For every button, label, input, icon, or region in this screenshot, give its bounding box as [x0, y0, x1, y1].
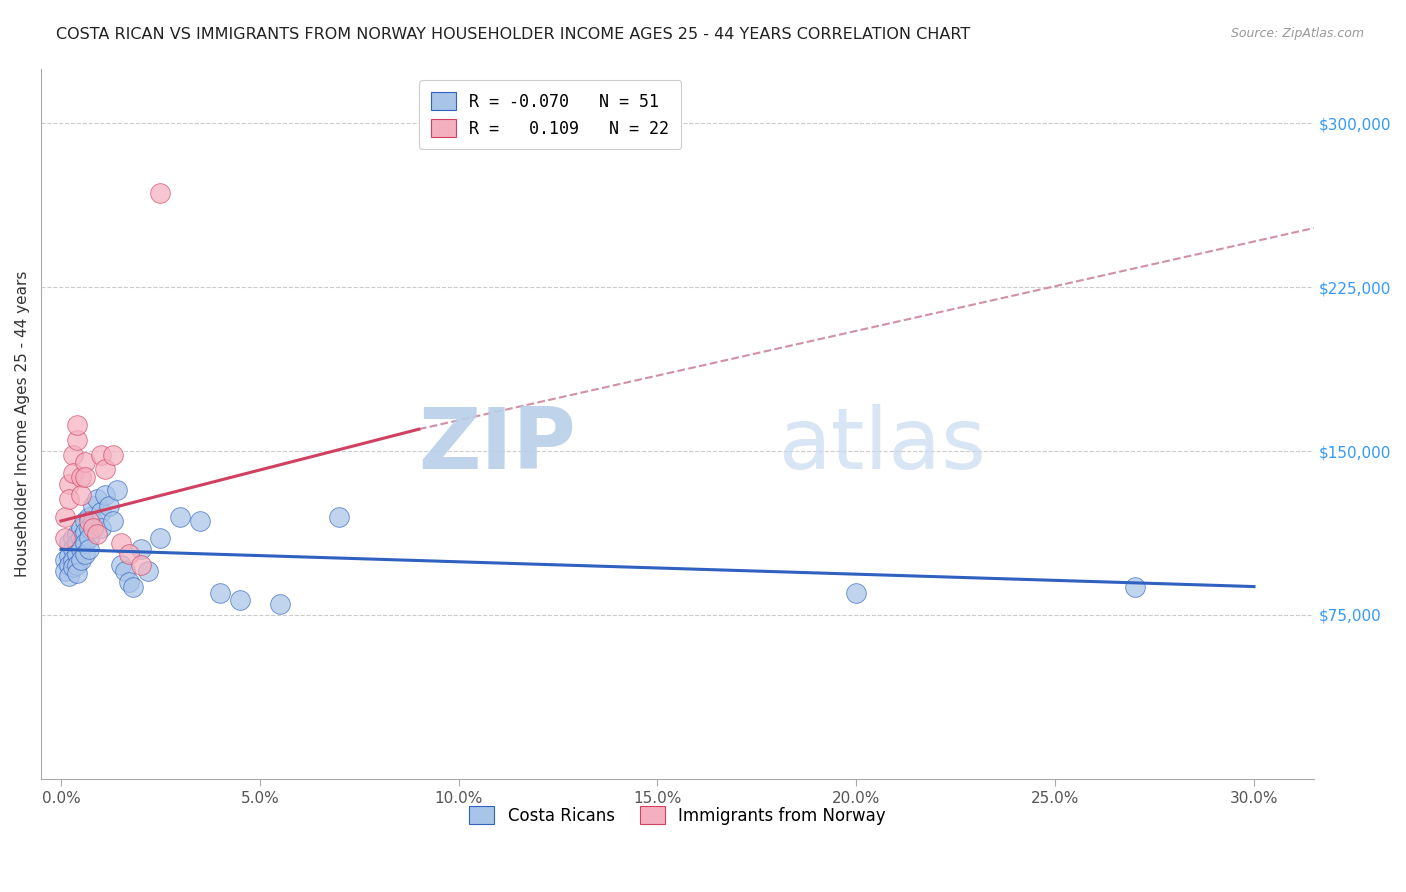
Point	[86, 527, 108, 541]
Point	[62, 560, 84, 574]
Point	[73, 470, 96, 484]
Point	[121, 580, 143, 594]
Point	[101, 514, 124, 528]
Point	[58, 549, 80, 563]
Point	[129, 558, 152, 572]
Point	[209, 586, 232, 600]
Point	[117, 575, 139, 590]
Text: COSTA RICAN VS IMMIGRANTS FROM NORWAY HOUSEHOLDER INCOME AGES 25 - 44 YEARS CORR: COSTA RICAN VS IMMIGRANTS FROM NORWAY HO…	[56, 27, 970, 42]
Point	[62, 466, 84, 480]
Point	[77, 532, 100, 546]
Point	[1123, 580, 1146, 594]
Point	[66, 417, 89, 432]
Point	[90, 520, 112, 534]
Point	[73, 536, 96, 550]
Point	[62, 553, 84, 567]
Point	[73, 514, 96, 528]
Point	[58, 476, 80, 491]
Legend: Costa Ricans, Immigrants from Norway: Costa Ricans, Immigrants from Norway	[460, 796, 896, 835]
Point	[101, 449, 124, 463]
Point	[169, 509, 191, 524]
Point	[229, 592, 252, 607]
Point	[82, 520, 104, 534]
Point	[845, 586, 868, 600]
Point	[62, 532, 84, 546]
Point	[73, 455, 96, 469]
Point	[70, 520, 93, 534]
Point	[58, 558, 80, 572]
Point	[53, 509, 76, 524]
Point	[53, 532, 76, 546]
Point	[77, 542, 100, 557]
Point	[73, 547, 96, 561]
Point	[66, 566, 89, 581]
Point	[97, 499, 120, 513]
Point	[149, 532, 172, 546]
Point	[90, 505, 112, 519]
Point	[70, 470, 93, 484]
Text: ZIP: ZIP	[418, 403, 575, 486]
Point	[82, 514, 104, 528]
Point	[105, 483, 128, 498]
Point	[90, 449, 112, 463]
Point	[93, 461, 115, 475]
Point	[110, 536, 132, 550]
Point	[70, 542, 93, 557]
Point	[62, 542, 84, 557]
Point	[62, 449, 84, 463]
Point	[66, 527, 89, 541]
Point	[70, 532, 93, 546]
Y-axis label: Householder Income Ages 25 - 44 years: Householder Income Ages 25 - 44 years	[15, 270, 30, 577]
Text: Source: ZipAtlas.com: Source: ZipAtlas.com	[1230, 27, 1364, 40]
Point	[53, 553, 76, 567]
Point	[66, 547, 89, 561]
Point	[58, 492, 80, 507]
Point	[269, 597, 291, 611]
Point	[77, 520, 100, 534]
Point	[110, 558, 132, 572]
Point	[129, 542, 152, 557]
Point	[82, 499, 104, 513]
Point	[138, 564, 160, 578]
Point	[66, 433, 89, 447]
Point	[188, 514, 211, 528]
Point	[77, 509, 100, 524]
Point	[117, 547, 139, 561]
Point	[58, 536, 80, 550]
Text: atlas: atlas	[779, 403, 987, 486]
Point	[328, 509, 350, 524]
Point	[114, 564, 136, 578]
Point	[86, 492, 108, 507]
Point	[77, 514, 100, 528]
Point	[73, 524, 96, 539]
Point	[149, 186, 172, 200]
Point	[70, 488, 93, 502]
Point	[93, 488, 115, 502]
Point	[53, 564, 76, 578]
Point	[66, 536, 89, 550]
Point	[66, 558, 89, 572]
Point	[58, 568, 80, 582]
Point	[70, 553, 93, 567]
